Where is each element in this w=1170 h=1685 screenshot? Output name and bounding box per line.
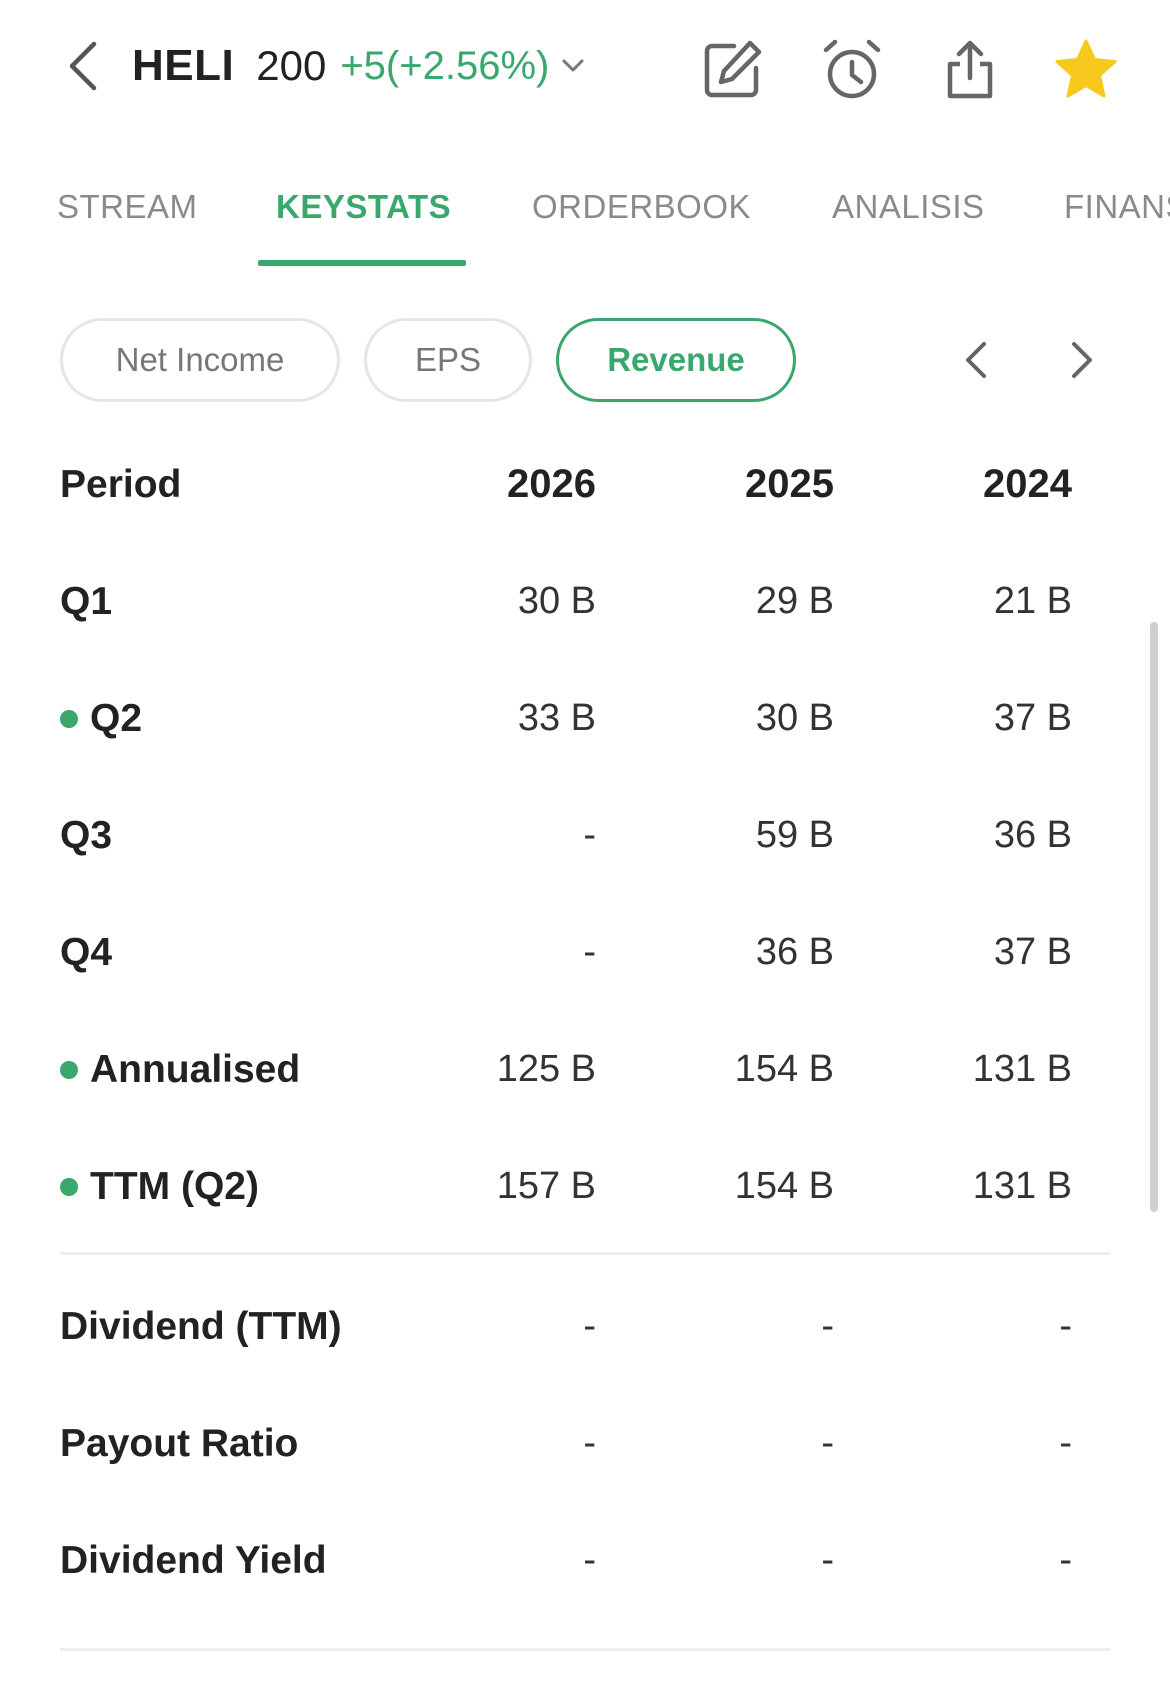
- table-row-payout-ratio: Payout Ratio - - -: [0, 1385, 1170, 1502]
- table-cell: -: [821, 1539, 834, 1581]
- table-row-q2: Q2 33 B 30 B 37 B: [0, 660, 1170, 777]
- alarm-button[interactable]: [816, 34, 888, 106]
- next-period-button[interactable]: [1054, 332, 1110, 388]
- tab-stream[interactable]: STREAM: [57, 188, 198, 225]
- table-cell: -: [583, 814, 596, 856]
- back-icon: [69, 41, 97, 91]
- table-cell: -: [821, 1305, 834, 1347]
- row-label: Payout Ratio: [60, 1421, 299, 1465]
- table-cell: -: [583, 1422, 596, 1464]
- scrollbar[interactable]: [1150, 622, 1158, 1212]
- share-button[interactable]: [934, 34, 1006, 106]
- table-cell: 33 B: [517, 697, 596, 739]
- table-row-annualised: Annualised 125 B 154 B 131 B: [0, 1011, 1170, 1128]
- chip-revenue[interactable]: Revenue: [556, 318, 796, 402]
- table-cell: 21 B: [993, 580, 1072, 622]
- chip-eps[interactable]: EPS: [364, 318, 532, 402]
- previous-period-button[interactable]: [948, 332, 1004, 388]
- table-cell: 131 B: [972, 1165, 1072, 1207]
- table-cell: 154 B: [734, 1048, 834, 1090]
- table-row-ttm: TTM (Q2) 157 B 154 B 131 B: [0, 1128, 1170, 1245]
- row-label: Annualised: [90, 1047, 301, 1091]
- table-cell: 125 B: [496, 1048, 596, 1090]
- row-label-wrap: TTM (Q2): [60, 1128, 259, 1245]
- year-header: 2026: [507, 462, 596, 506]
- table-cell: -: [583, 931, 596, 973]
- alarm-icon: [823, 39, 881, 99]
- tab-keystats[interactable]: KEYSTATS: [276, 188, 452, 225]
- table-row-q1: Q1 30 B 29 B 21 B: [0, 543, 1170, 660]
- table-cell: -: [1059, 1305, 1072, 1347]
- row-label: Dividend (TTM): [60, 1304, 342, 1348]
- star-icon: [1055, 39, 1117, 98]
- table-row-q3: Q3 - 59 B 36 B: [0, 777, 1170, 894]
- table-cell: 30 B: [517, 580, 596, 622]
- section-divider: [60, 1252, 1110, 1255]
- table-row-q4: Q4 - 36 B 37 B: [0, 894, 1170, 1011]
- table-cell: 154 B: [734, 1165, 834, 1207]
- table-cell: -: [583, 1539, 596, 1581]
- table-row-dividend-yield: Dividend Yield - - -: [0, 1502, 1170, 1619]
- table-cell: -: [821, 1422, 834, 1464]
- table-cell: 36 B: [993, 814, 1072, 856]
- chevron-right-icon: [1072, 342, 1092, 378]
- section-divider: [60, 1648, 1110, 1651]
- row-label: Dividend Yield: [60, 1538, 327, 1582]
- table-cell: -: [1059, 1539, 1072, 1581]
- row-label-wrap: Annualised: [60, 1011, 300, 1128]
- dividend-table: Dividend (TTM) - - - Payout Ratio - - - …: [0, 1268, 1170, 1619]
- app-header: HELI 200 +5(+2.56%): [0, 0, 1170, 140]
- row-label: TTM (Q2): [90, 1164, 259, 1208]
- watchlist-star-button[interactable]: [1050, 34, 1122, 106]
- active-tab-indicator: [258, 260, 466, 266]
- status-dot: [60, 1060, 78, 1079]
- table-cell: 36 B: [755, 931, 834, 973]
- year-header: 2024: [983, 462, 1072, 506]
- tab-orderbook[interactable]: ORDERBOOK: [532, 188, 752, 225]
- edit-button[interactable]: [696, 34, 768, 106]
- stock-selector[interactable]: HELI 200 +5(+2.56%): [132, 36, 585, 96]
- row-label: Q1: [60, 579, 113, 623]
- share-icon: [947, 40, 993, 99]
- stock-price: 200: [256, 42, 327, 89]
- table-cell: 131 B: [972, 1048, 1072, 1090]
- table-cell: 157 B: [496, 1165, 596, 1207]
- tab-bar: STREAM KEYSTATS ORDERBOOK ANALISIS FINAN…: [0, 170, 1170, 270]
- table-cell: 37 B: [993, 931, 1072, 973]
- row-label-wrap: Q2: [60, 660, 142, 777]
- table-cell: 37 B: [993, 697, 1072, 739]
- row-label: Q3: [60, 813, 113, 857]
- row-label: Q2: [90, 696, 143, 740]
- table-cell: -: [583, 1305, 596, 1347]
- metric-chips: Net Income EPS Revenue: [0, 318, 1170, 402]
- period-header: Period: [60, 462, 182, 506]
- edit-icon: [704, 40, 762, 98]
- table-header-row: Period 2026 2025 2024: [0, 426, 1170, 543]
- stock-ticker: HELI: [132, 41, 235, 90]
- tab-finansial[interactable]: FINANS: [1064, 188, 1170, 225]
- row-label: Q4: [60, 930, 113, 974]
- table-row-dividend-ttm: Dividend (TTM) - - -: [0, 1268, 1170, 1385]
- price-change: +5(+2.56%): [340, 43, 550, 88]
- revenue-table: Period 2026 2025 2024 Q1 30 B 29 B 21 B …: [0, 426, 1170, 1245]
- table-cell: 29 B: [755, 580, 834, 622]
- chevron-down-icon: [561, 58, 585, 74]
- year-header: 2025: [745, 462, 834, 506]
- table-cell: 59 B: [755, 814, 834, 856]
- back-button[interactable]: [56, 38, 108, 94]
- tab-analisis[interactable]: ANALISIS: [832, 188, 985, 225]
- table-cell: 30 B: [755, 697, 834, 739]
- chip-net-income[interactable]: Net Income: [60, 318, 340, 402]
- chevron-left-icon: [966, 342, 986, 378]
- status-dot: [60, 709, 78, 728]
- status-dot: [60, 1177, 78, 1196]
- table-cell: -: [1059, 1422, 1072, 1464]
